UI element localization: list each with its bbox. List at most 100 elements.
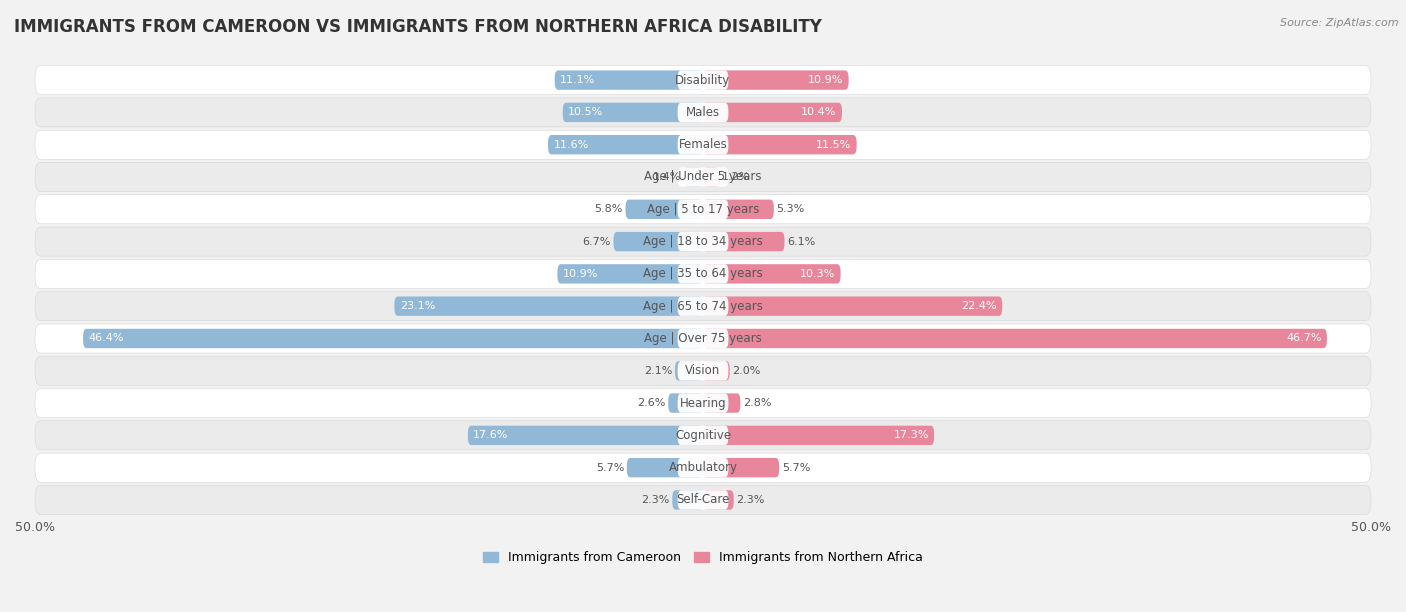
FancyBboxPatch shape <box>703 232 785 252</box>
Text: Age | 5 to 17 years: Age | 5 to 17 years <box>647 203 759 216</box>
FancyBboxPatch shape <box>703 361 730 381</box>
Text: 5.3%: 5.3% <box>776 204 804 214</box>
Text: Vision: Vision <box>685 364 721 377</box>
FancyBboxPatch shape <box>703 296 1002 316</box>
FancyBboxPatch shape <box>562 103 703 122</box>
FancyBboxPatch shape <box>395 296 703 316</box>
Text: 2.0%: 2.0% <box>733 366 761 376</box>
Text: Age | 35 to 64 years: Age | 35 to 64 years <box>643 267 763 280</box>
Text: 46.7%: 46.7% <box>1286 334 1322 343</box>
Text: 2.6%: 2.6% <box>637 398 665 408</box>
FancyBboxPatch shape <box>703 329 1327 348</box>
FancyBboxPatch shape <box>548 135 703 154</box>
Text: 17.3%: 17.3% <box>893 430 929 441</box>
FancyBboxPatch shape <box>35 65 1371 95</box>
FancyBboxPatch shape <box>35 389 1371 417</box>
Text: 10.9%: 10.9% <box>562 269 598 279</box>
FancyBboxPatch shape <box>672 490 703 510</box>
FancyBboxPatch shape <box>35 485 1371 515</box>
FancyBboxPatch shape <box>703 490 734 510</box>
Text: 11.5%: 11.5% <box>815 140 851 150</box>
Text: 2.1%: 2.1% <box>644 366 672 376</box>
Text: 10.5%: 10.5% <box>568 107 603 118</box>
FancyBboxPatch shape <box>675 361 703 381</box>
FancyBboxPatch shape <box>35 421 1371 450</box>
Text: Disability: Disability <box>675 73 731 87</box>
Text: 5.7%: 5.7% <box>782 463 810 472</box>
FancyBboxPatch shape <box>35 453 1371 482</box>
FancyBboxPatch shape <box>678 490 728 510</box>
FancyBboxPatch shape <box>678 70 728 90</box>
FancyBboxPatch shape <box>703 103 842 122</box>
FancyBboxPatch shape <box>678 426 728 445</box>
Text: 2.8%: 2.8% <box>744 398 772 408</box>
FancyBboxPatch shape <box>678 361 728 381</box>
Text: 11.1%: 11.1% <box>560 75 595 85</box>
FancyBboxPatch shape <box>35 98 1371 127</box>
FancyBboxPatch shape <box>35 324 1371 353</box>
FancyBboxPatch shape <box>678 232 728 252</box>
Text: Age | 65 to 74 years: Age | 65 to 74 years <box>643 300 763 313</box>
Text: 2.3%: 2.3% <box>641 495 669 505</box>
FancyBboxPatch shape <box>703 70 849 90</box>
FancyBboxPatch shape <box>703 167 718 187</box>
Text: 22.4%: 22.4% <box>962 301 997 311</box>
Text: 6.1%: 6.1% <box>787 237 815 247</box>
Text: 5.7%: 5.7% <box>596 463 624 472</box>
Legend: Immigrants from Cameroon, Immigrants from Northern Africa: Immigrants from Cameroon, Immigrants fro… <box>484 551 922 564</box>
FancyBboxPatch shape <box>555 70 703 90</box>
Text: 46.4%: 46.4% <box>89 334 124 343</box>
Text: Males: Males <box>686 106 720 119</box>
FancyBboxPatch shape <box>703 264 841 283</box>
Text: 23.1%: 23.1% <box>399 301 434 311</box>
Text: 2.3%: 2.3% <box>737 495 765 505</box>
FancyBboxPatch shape <box>35 356 1371 386</box>
Text: Age | Under 5 years: Age | Under 5 years <box>644 171 762 184</box>
FancyBboxPatch shape <box>678 458 728 477</box>
FancyBboxPatch shape <box>703 394 741 412</box>
FancyBboxPatch shape <box>626 200 703 219</box>
FancyBboxPatch shape <box>703 200 773 219</box>
Text: 6.7%: 6.7% <box>582 237 610 247</box>
FancyBboxPatch shape <box>678 264 728 283</box>
FancyBboxPatch shape <box>703 458 779 477</box>
FancyBboxPatch shape <box>678 329 728 348</box>
FancyBboxPatch shape <box>35 259 1371 288</box>
FancyBboxPatch shape <box>678 200 728 219</box>
Text: Self-Care: Self-Care <box>676 493 730 507</box>
FancyBboxPatch shape <box>685 167 703 187</box>
Text: 17.6%: 17.6% <box>474 430 509 441</box>
FancyBboxPatch shape <box>557 264 703 283</box>
Text: 11.6%: 11.6% <box>554 140 589 150</box>
FancyBboxPatch shape <box>627 458 703 477</box>
Text: 10.4%: 10.4% <box>801 107 837 118</box>
FancyBboxPatch shape <box>678 394 728 412</box>
FancyBboxPatch shape <box>35 292 1371 321</box>
Text: Source: ZipAtlas.com: Source: ZipAtlas.com <box>1281 18 1399 28</box>
FancyBboxPatch shape <box>83 329 703 348</box>
Text: Age | 18 to 34 years: Age | 18 to 34 years <box>643 235 763 248</box>
FancyBboxPatch shape <box>678 103 728 122</box>
FancyBboxPatch shape <box>703 135 856 154</box>
FancyBboxPatch shape <box>35 195 1371 224</box>
Text: 10.9%: 10.9% <box>808 75 844 85</box>
FancyBboxPatch shape <box>668 394 703 412</box>
Text: 5.8%: 5.8% <box>595 204 623 214</box>
Text: Females: Females <box>679 138 727 151</box>
FancyBboxPatch shape <box>678 167 728 187</box>
Text: Hearing: Hearing <box>679 397 727 409</box>
Text: Ambulatory: Ambulatory <box>668 461 738 474</box>
FancyBboxPatch shape <box>468 426 703 445</box>
Text: Cognitive: Cognitive <box>675 429 731 442</box>
FancyBboxPatch shape <box>613 232 703 252</box>
FancyBboxPatch shape <box>35 227 1371 256</box>
FancyBboxPatch shape <box>703 426 934 445</box>
FancyBboxPatch shape <box>35 130 1371 159</box>
FancyBboxPatch shape <box>35 162 1371 192</box>
Text: 1.4%: 1.4% <box>654 172 682 182</box>
FancyBboxPatch shape <box>678 135 728 154</box>
Text: 1.2%: 1.2% <box>721 172 749 182</box>
FancyBboxPatch shape <box>678 296 728 316</box>
Text: Age | Over 75 years: Age | Over 75 years <box>644 332 762 345</box>
Text: 10.3%: 10.3% <box>800 269 835 279</box>
